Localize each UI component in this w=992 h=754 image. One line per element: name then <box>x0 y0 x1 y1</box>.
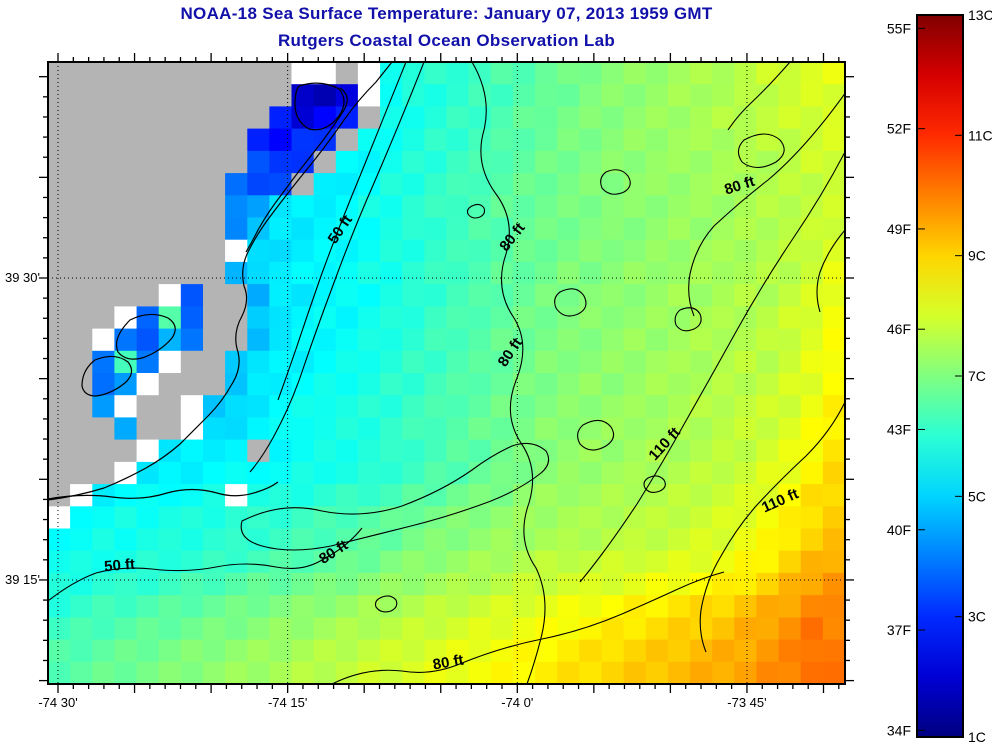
depth-contour-line <box>737 133 785 169</box>
colorbar-c-label: 11C <box>968 127 992 143</box>
x-tick-label: -73 45' <box>727 695 766 710</box>
coastline-path <box>245 87 348 253</box>
coastline-path <box>115 313 176 360</box>
depth-contour-line <box>374 595 398 613</box>
x-tick-label: -74 30' <box>38 695 77 710</box>
depth-contour-line <box>240 442 550 551</box>
colorbar-c-label: 5C <box>968 488 986 504</box>
x-tick-label: -74 0' <box>501 695 533 710</box>
colorbar-c-label: 9C <box>968 248 986 264</box>
coastline-path <box>81 355 133 397</box>
depth-contour-line <box>577 419 615 451</box>
colorbar: 55F 52F 49F 46F 43F 40F 37F 34F 13C 11C 9C 7C 5C 3C 1C <box>887 7 992 745</box>
coastline <box>48 62 393 501</box>
depth-contour-line <box>277 62 407 401</box>
axis-ticks <box>39 53 854 693</box>
colorbar-f-label: 37F <box>887 622 911 638</box>
depth-contour-line <box>727 62 791 131</box>
depth-contour-line <box>674 307 702 332</box>
x-tick-label: -74 15' <box>268 695 307 710</box>
colorbar-c-label: 7C <box>968 368 986 384</box>
figure-subtitle: Rutgers Coastal Ocean Observation Lab <box>277 31 616 50</box>
depth-contour-line <box>331 571 725 684</box>
colorbar-f-label: 34F <box>887 722 911 738</box>
axis-tick-labels: -74 30' -74 15' -74 0' -73 45' 39 30' 39 15' <box>5 270 767 710</box>
colorbar-f-label: 49F <box>887 221 911 237</box>
colorbar-f-label: 40F <box>887 522 911 538</box>
depth-contour-line <box>688 92 845 317</box>
depth-contour-line <box>816 229 845 313</box>
depth-contour-line <box>554 288 587 317</box>
coastline-path <box>48 62 393 501</box>
depth-contour-line <box>600 169 631 195</box>
contour-depth-label: 50 ft <box>104 556 136 576</box>
depth-contour-line <box>249 62 425 473</box>
colorbar-f-label: 52F <box>887 121 911 137</box>
figure-title: NOAA-18 Sea Surface Temperature: January… <box>180 4 713 23</box>
colorbar-f-label: 46F <box>887 321 911 337</box>
depth-contour-line <box>643 475 666 494</box>
colorbar-f-label: 55F <box>887 20 911 36</box>
contour-depth-label: 80 ft <box>432 652 465 674</box>
colorbar-c-label: 1C <box>968 729 986 745</box>
plot-border <box>47 61 846 685</box>
depth-contour-line <box>471 62 546 684</box>
colorbar-f-label: 43F <box>887 421 911 437</box>
depth-contour-line <box>48 527 363 602</box>
coastline-path <box>294 82 345 131</box>
y-tick-label: 39 30' <box>5 270 40 285</box>
latlon-gridlines <box>48 62 845 684</box>
coastline-path <box>48 481 279 500</box>
sst-heatmap <box>48 62 845 684</box>
colorbar-c-label: 13C <box>968 7 992 23</box>
depth-contours <box>48 62 845 684</box>
colorbar-c-label: 3C <box>968 609 986 625</box>
depth-contour-line <box>579 151 845 583</box>
y-tick-label: 39 15' <box>5 572 40 587</box>
depth-contour-line <box>699 401 845 653</box>
depth-contour-line <box>466 203 486 219</box>
